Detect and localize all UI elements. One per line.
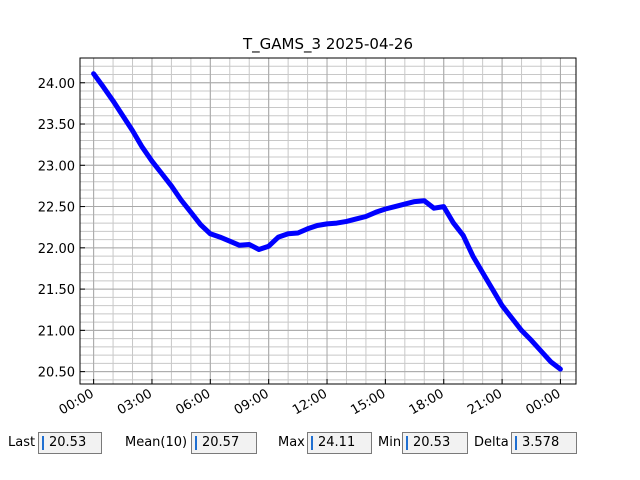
stat-label-max: Max — [278, 435, 305, 450]
stat-label-last: Last — [8, 435, 36, 450]
stat-value-last: 20.53 — [49, 435, 87, 450]
x-tick-label: 12:00 — [290, 386, 330, 418]
x-tick-label: 00:00 — [57, 386, 97, 418]
stat-value-min: 20.53 — [413, 435, 451, 450]
stat-field-min[interactable]: 20.53 — [402, 432, 468, 454]
text-cursor — [406, 436, 408, 450]
text-cursor — [195, 436, 197, 450]
stat-field-last[interactable]: 20.53 — [38, 432, 102, 454]
y-tick-label: 21.50 — [38, 283, 75, 298]
x-tick-label: 00:00 — [523, 386, 563, 418]
plot-frame — [79, 57, 577, 385]
stat-field-delta[interactable]: 3.578 — [511, 432, 577, 454]
chart-title: T_GAMS_3 2025-04-26 — [242, 35, 413, 54]
y-tick-label: 20.50 — [38, 366, 75, 381]
text-cursor — [42, 436, 44, 450]
x-tick-label: 18:00 — [407, 386, 447, 418]
x-tick-label: 03:00 — [115, 386, 155, 418]
y-axis: 20.50 21.00 21.50 22.00 22.50 23.00 23.50 24.00 — [38, 77, 85, 381]
major-grid — [80, 58, 576, 384]
x-axis: 00:00 03:00 06:00 09:00 12:00 15:00 18:00 21:00… — [57, 379, 563, 418]
x-tick-label: 21:00 — [465, 386, 505, 418]
y-tick-label: 22.00 — [38, 242, 75, 257]
line-chart: 00:00 03:00 06:00 09:00 12:00 15:00 18:00 21:00… — [38, 35, 577, 418]
y-tick-label: 23.50 — [38, 118, 75, 133]
text-cursor — [515, 436, 517, 450]
y-tick-label: 23.00 — [38, 159, 75, 174]
y-tick-label: 21.00 — [38, 324, 75, 339]
stat-value-mean: 20.57 — [202, 435, 240, 450]
x-tick-label: 09:00 — [232, 386, 272, 418]
stat-label-mean: Mean(10) — [125, 435, 188, 450]
x-tick-label: 06:00 — [173, 386, 213, 418]
stat-label-delta: Delta — [474, 435, 509, 450]
y-tick-label: 22.50 — [38, 201, 75, 216]
stat-field-max[interactable]: 24.11 — [307, 432, 372, 454]
stat-value-delta: 3.578 — [522, 435, 560, 450]
text-cursor — [311, 436, 313, 450]
y-tick-label: 24.00 — [38, 77, 75, 92]
x-tick-label: 15:00 — [348, 386, 388, 418]
stat-field-mean[interactable]: 20.57 — [191, 432, 257, 454]
stat-label-min: Min — [378, 435, 402, 450]
series-line — [91, 71, 563, 372]
stat-value-max: 24.11 — [318, 435, 356, 450]
